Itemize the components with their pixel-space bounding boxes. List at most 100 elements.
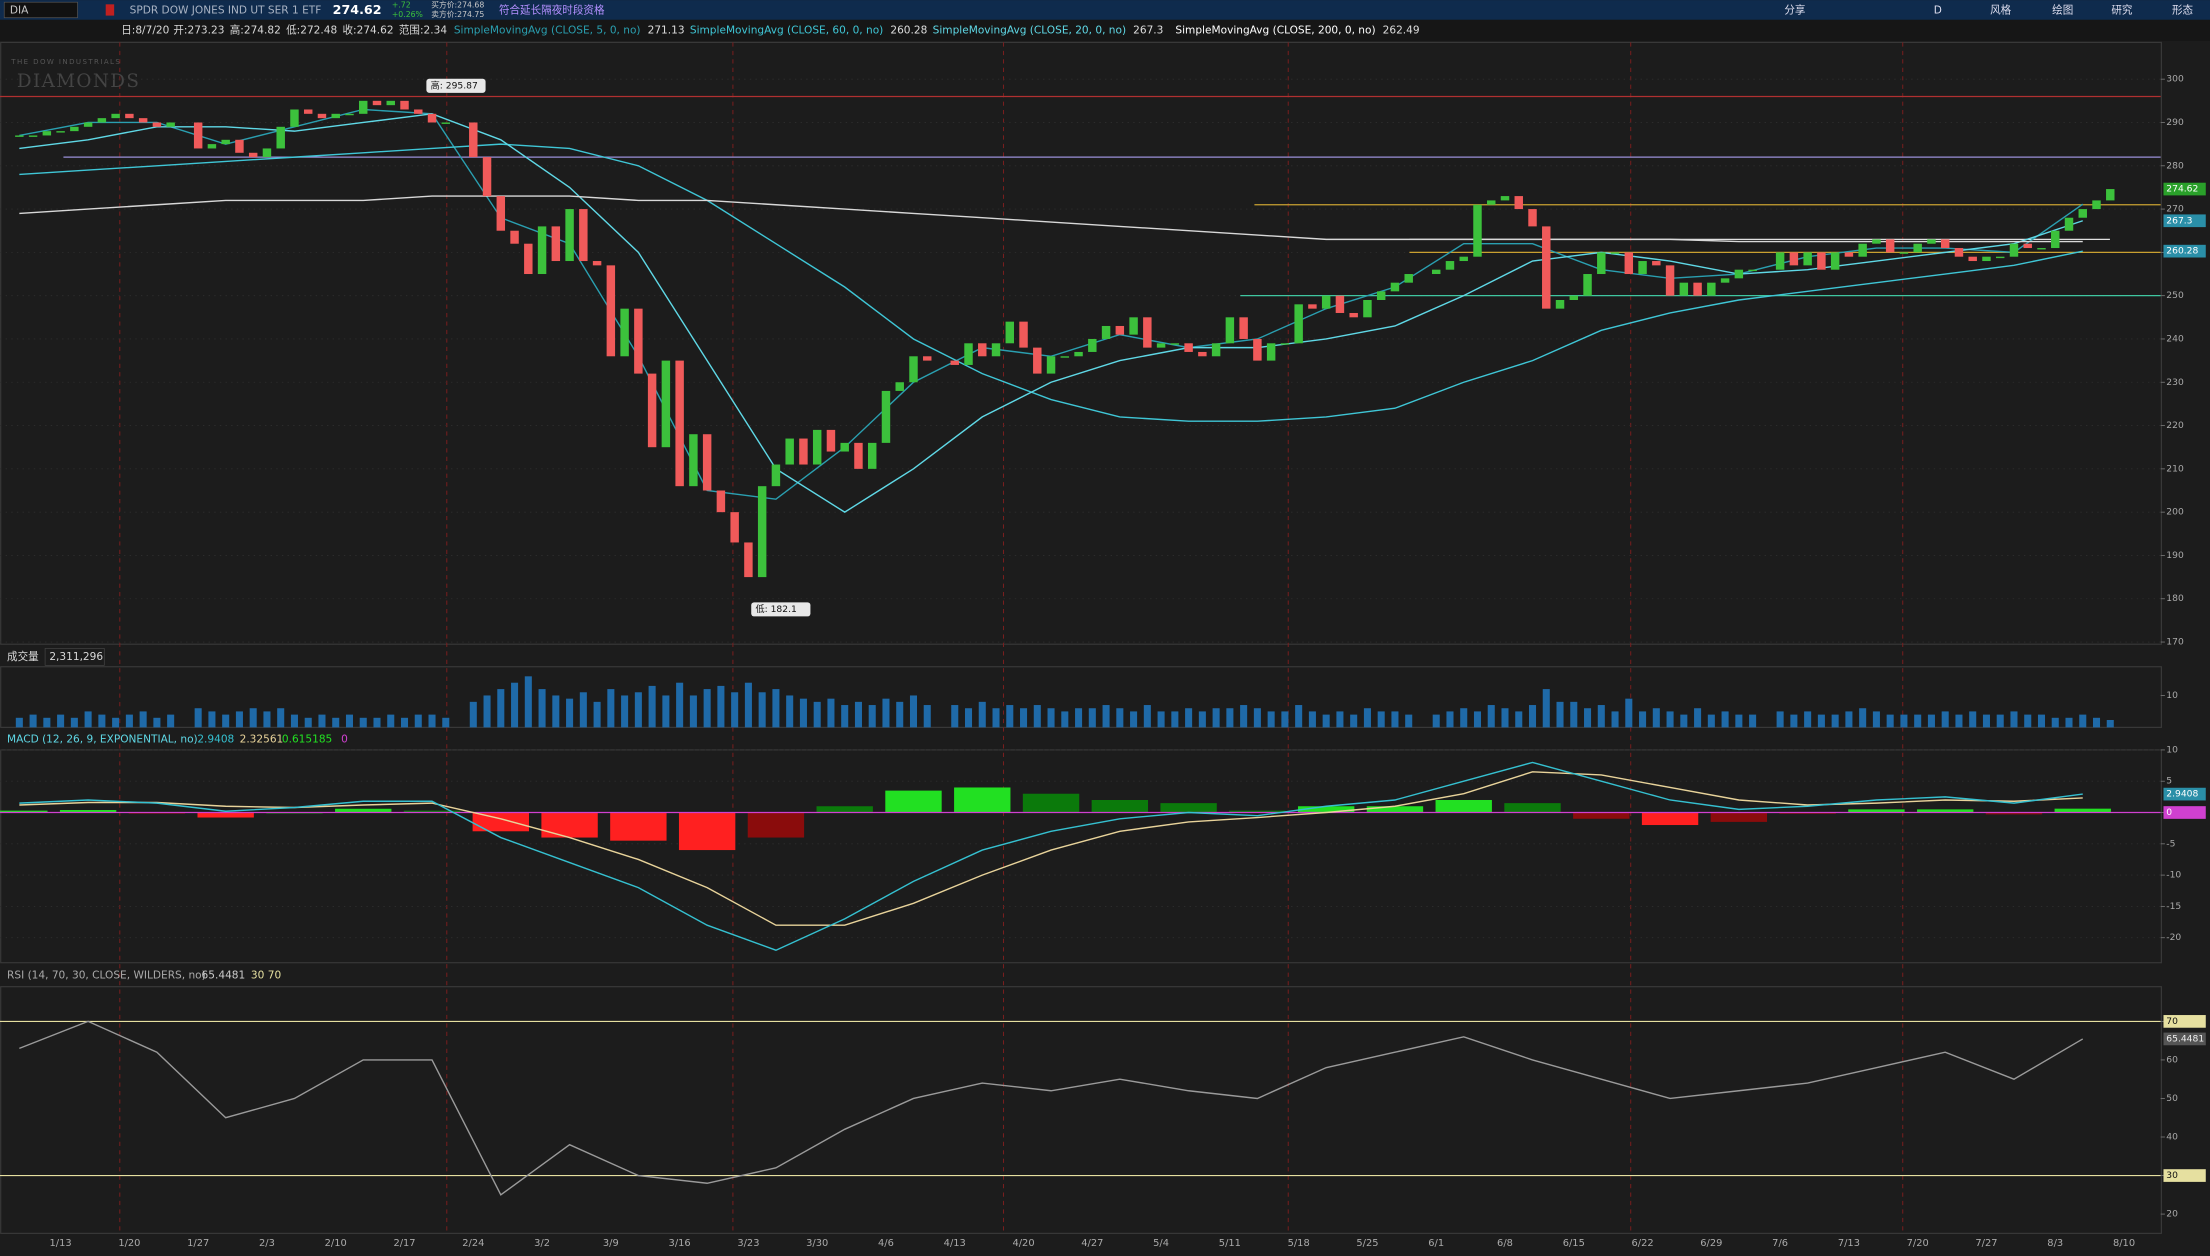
study-value: 262.49 [1383, 24, 1420, 36]
candle [1211, 343, 1221, 357]
candle [1335, 295, 1345, 313]
ask: 卖方价:274.75 [431, 9, 484, 19]
x-tick-label: 4/13 [944, 1238, 966, 1249]
candle [1184, 343, 1193, 352]
annotation-box [426, 78, 486, 93]
volume-bar [1831, 714, 1839, 728]
toolbar-button[interactable]: 研究 [2111, 4, 2133, 17]
macd-histogram [1297, 806, 1355, 813]
value-box [2163, 1032, 2206, 1046]
volume-bar [868, 705, 876, 728]
macd-line [19, 761, 2083, 951]
volume-bar [964, 708, 973, 728]
volume-bar [1061, 711, 1069, 728]
volume-bar [1804, 711, 1812, 728]
macd-histogram [1091, 799, 1149, 813]
y-tick-label: 300 [2166, 74, 2184, 85]
candle [799, 438, 808, 465]
volume-bar [1790, 714, 1798, 728]
candle [2064, 217, 2074, 231]
volume-bar [1817, 714, 1825, 728]
candle [565, 209, 574, 262]
moving-average [19, 143, 2083, 422]
ohlc: 开:273.23 [173, 24, 224, 36]
value-box [2163, 1169, 2206, 1182]
candle [1404, 274, 1413, 283]
study-value: 260.28 [890, 24, 927, 36]
candle [1624, 252, 1634, 275]
candle [1321, 295, 1331, 309]
candle [1500, 196, 1510, 201]
volume-bar [689, 695, 697, 728]
candle [964, 343, 973, 365]
volume-bar [43, 717, 51, 728]
toolbar-button[interactable]: 分享 [1784, 4, 1805, 17]
x-tick-label: 4/6 [878, 1238, 894, 1249]
candle [1019, 321, 1028, 348]
volume-bar [1914, 714, 1922, 728]
flag [105, 4, 115, 16]
volume-bar [538, 689, 546, 728]
info: 日:8/7/20 开:273.23 高:274.82 低:272.48 收:27… [121, 23, 447, 36]
candle [207, 144, 217, 149]
study-label: SimpleMovingAvg (CLOSE, 20, 0, no) [933, 24, 1126, 36]
moving-average [19, 195, 2083, 243]
candle [303, 109, 313, 114]
volume-bar [1088, 708, 1096, 728]
volume-bar [648, 685, 656, 728]
y-tick-label: 220 [2166, 420, 2184, 431]
macd-histogram [59, 810, 117, 813]
y-tick-label: -10 [2166, 870, 2181, 881]
volume-bar [483, 695, 491, 728]
volume-bar [511, 682, 519, 728]
toolbar-button[interactable]: D [1934, 5, 1942, 17]
symbol-input[interactable] [3, 1, 78, 19]
macd-histogram [1504, 803, 1561, 813]
y-tick-label: -15 [2166, 901, 2181, 912]
toolbar-button[interactable]: 形态 [2172, 4, 2194, 17]
volume-last: 2,311,296 [49, 651, 103, 663]
candle [56, 131, 65, 133]
y-tick-label: 280 [2166, 160, 2184, 171]
candle [950, 360, 959, 365]
macd-histogram [1366, 806, 1424, 813]
bid: 买方价:274.68 [431, 0, 484, 10]
candle [1610, 252, 1620, 254]
candle [1156, 343, 1166, 348]
volume-bar [951, 705, 959, 728]
x-tick-label: 4/27 [1081, 1238, 1103, 1249]
toolbar-button[interactable]: 风格 [1990, 4, 2012, 17]
symbol-name: SPDR DOW JONES IND UT SER 1 ETF [130, 5, 322, 17]
macd-histogram [1917, 809, 1974, 813]
candle [83, 122, 93, 127]
candle [1060, 356, 1070, 358]
candle [331, 113, 340, 119]
macd-histogram [335, 808, 392, 813]
rsi-pane [0, 986, 2162, 1234]
volume-bar [1969, 711, 1977, 728]
volume-bar [1680, 714, 1688, 728]
toolbar-button[interactable]: 绘图 [2052, 4, 2073, 17]
notice[interactable]: 符合延长隔夜时段资格 [499, 4, 605, 17]
candle [1954, 248, 1964, 257]
x-tick-label: 6/15 [1563, 1238, 1585, 1249]
candle [1074, 351, 1083, 357]
y-tick-label: 230 [2166, 377, 2184, 388]
symbol[interactable]: DIA [10, 5, 29, 17]
logo: DIAMONDS [17, 71, 140, 92]
volume-bar [1501, 708, 1509, 728]
volume-bar [524, 676, 532, 728]
study-value: 271.13 [648, 24, 685, 36]
macd-histogram [816, 806, 873, 813]
volume-bar [29, 714, 37, 728]
candle [1872, 239, 1881, 244]
volume-bar [1666, 711, 1674, 728]
logo: THE DOW INDUSTRIALS [10, 57, 121, 66]
annotation: 高: 295.87 [431, 79, 478, 91]
candle [537, 226, 547, 275]
study-label: SimpleMovingAvg (CLOSE, 200, 0, no) [1175, 24, 1375, 36]
study-label: SimpleMovingAvg (CLOSE, 60, 0, no) [690, 24, 883, 36]
x-tick-label: 3/16 [669, 1238, 691, 1249]
candle [854, 442, 863, 469]
candle [1487, 200, 1496, 205]
